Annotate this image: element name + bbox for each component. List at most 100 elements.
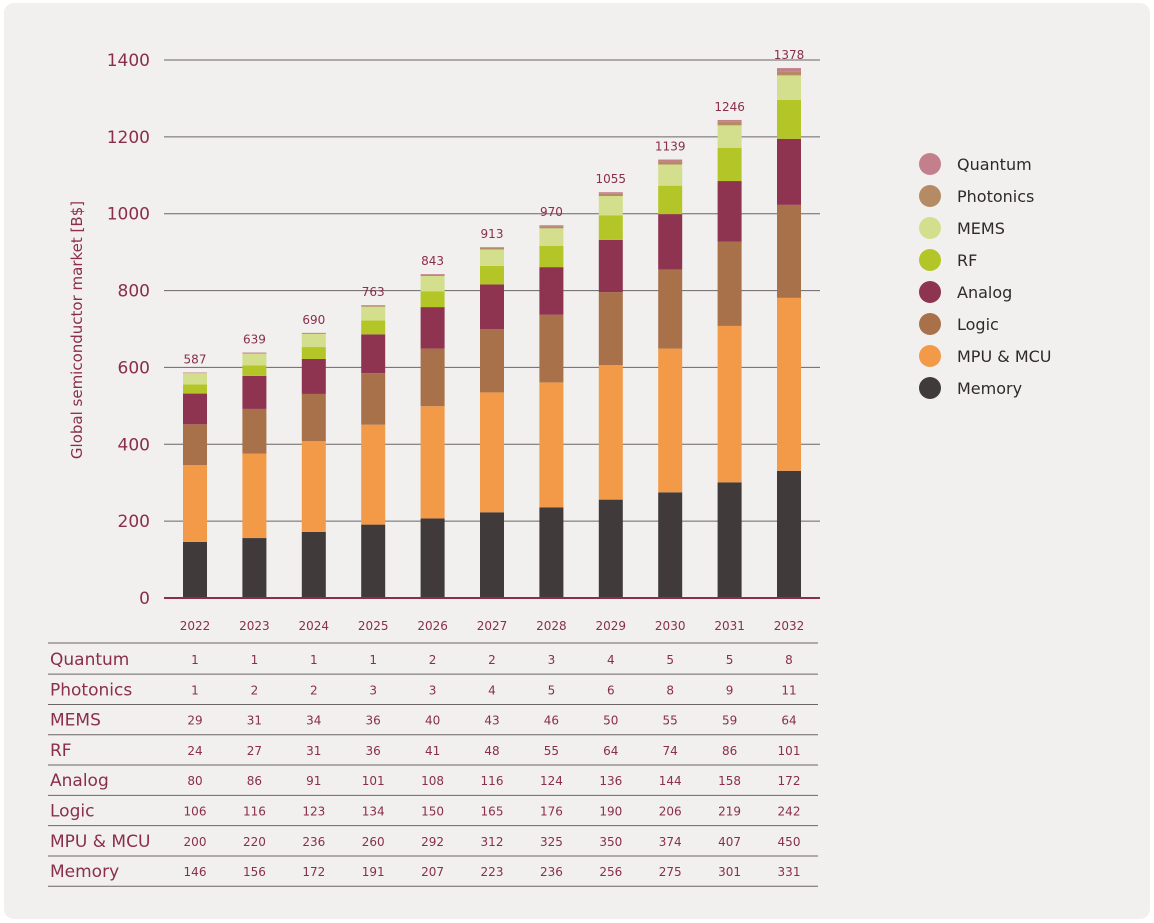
bar-segment-analog	[480, 284, 504, 329]
table-cell: 325	[540, 835, 563, 849]
table-cell: 43	[484, 714, 499, 728]
x-tick-label: 2023	[239, 619, 270, 633]
legend-swatch-mems	[919, 217, 941, 239]
table-cell: 146	[184, 865, 207, 879]
bar-segment-rf	[183, 384, 207, 394]
bar-segment-analog	[658, 214, 683, 270]
table-cell: 312	[481, 835, 504, 849]
legend-label-photonics: Photonics	[957, 187, 1034, 206]
table-cell: 190	[599, 805, 622, 819]
table-cell: 256	[599, 865, 622, 879]
bar-segment-mems	[539, 228, 564, 246]
bar-total-label: 763	[362, 285, 385, 299]
table-cell: 31	[247, 714, 262, 728]
legend-swatch-memory	[919, 377, 941, 399]
table-cell: 2	[251, 683, 259, 697]
bar-segment-photonics	[658, 161, 683, 165]
table-cell: 206	[659, 805, 682, 819]
table-cell: 1	[310, 653, 318, 667]
bar-segment-photonics	[598, 193, 623, 197]
bar-segment-memory	[183, 541, 207, 598]
bar-segment-memory	[301, 531, 326, 598]
table-cell: 46	[544, 714, 559, 728]
bar-segment-rf	[361, 320, 386, 335]
table-cell: 3	[429, 683, 437, 697]
bar-segment-logic	[242, 408, 267, 454]
table-cell: 36	[366, 714, 381, 728]
bar-segment-memory	[361, 524, 386, 598]
table-row-label-photonics: Photonics	[50, 680, 132, 700]
bar-segment-logic	[539, 314, 564, 383]
x-tick-label: 2022	[180, 619, 211, 633]
table-cell: 292	[421, 835, 444, 849]
legend-label-rf: RF	[957, 251, 977, 270]
table-cell: 8	[785, 653, 793, 667]
table-cell: 86	[247, 774, 262, 788]
bar-segment-rf	[301, 347, 326, 359]
bar-segment-memory	[598, 499, 623, 598]
y-axis-title: Global semiconductor market [B$]	[68, 201, 86, 459]
table-cell: 59	[722, 714, 737, 728]
table-cell: 5	[726, 653, 734, 667]
table-cell: 64	[781, 714, 796, 728]
bar-segment-mpu-and-mcu	[242, 453, 267, 539]
table-cell: 74	[663, 744, 678, 758]
bar-segment-analog	[361, 334, 386, 374]
bar-segment-memory	[717, 482, 742, 598]
x-tick-label: 2032	[774, 619, 805, 633]
bar-segment-photonics	[777, 71, 801, 76]
bar-segment-analog	[598, 239, 623, 293]
x-tick-label: 2029	[596, 619, 627, 633]
bar-segment-mems	[242, 353, 267, 366]
table-cell: 165	[481, 805, 504, 819]
bar-segment-mpu-and-mcu	[183, 465, 207, 542]
legend-swatch-mpu-and-mcu	[919, 345, 941, 367]
bar-segment-mpu-and-mcu	[598, 365, 623, 500]
bar-segment-rf	[242, 365, 267, 376]
table-cell: 123	[302, 805, 325, 819]
table-cell: 200	[184, 835, 207, 849]
bar-segment-mems	[658, 164, 683, 186]
bar-total-label: 639	[243, 332, 266, 346]
table-cell: 3	[369, 683, 377, 697]
x-tick-label: 2031	[714, 619, 745, 633]
table-cell: 4	[607, 653, 615, 667]
table-cell: 450	[778, 835, 801, 849]
bar-segment-quantum	[539, 225, 564, 227]
x-tick-label: 2024	[299, 619, 330, 633]
table-cell: 260	[362, 835, 385, 849]
bar-segment-memory	[242, 538, 267, 598]
bar-segment-logic	[361, 373, 386, 425]
bar-total-label: 1055	[596, 172, 627, 186]
legend-label-memory: Memory	[957, 379, 1022, 398]
bar-segment-mpu-and-mcu	[361, 424, 386, 525]
table-cell: 350	[599, 835, 622, 849]
bar-segment-quantum	[420, 274, 445, 275]
bar-segment-mpu-and-mcu	[539, 382, 564, 508]
table-cell: 407	[718, 835, 741, 849]
bar-segment-photonics	[361, 305, 386, 307]
bar-segment-logic	[420, 348, 445, 407]
bar-segment-logic	[717, 241, 742, 326]
bar-segment-mpu-and-mcu	[658, 348, 683, 493]
bar-total-label: 843	[421, 254, 444, 268]
bar-segment-mems	[301, 333, 326, 348]
legend-swatch-logic	[919, 313, 941, 335]
legend-swatch-quantum	[919, 153, 941, 175]
legend-label-analog: Analog	[957, 283, 1012, 302]
bar-segment-logic	[183, 424, 207, 466]
table-row-label-logic: Logic	[50, 802, 94, 822]
y-tick-label: 800	[118, 282, 150, 302]
table-cell: 2	[310, 683, 318, 697]
table-cell: 31	[306, 744, 321, 758]
bar-segment-analog	[420, 307, 445, 349]
table-cell: 108	[421, 774, 444, 788]
bar-segment-memory	[777, 470, 801, 598]
table-cell: 1	[191, 683, 199, 697]
bar-segment-quantum	[598, 192, 623, 194]
table-cell: 236	[302, 835, 325, 849]
bar-segment-rf	[717, 148, 742, 182]
legend-swatch-photonics	[919, 185, 941, 207]
table-cell: 124	[540, 774, 563, 788]
